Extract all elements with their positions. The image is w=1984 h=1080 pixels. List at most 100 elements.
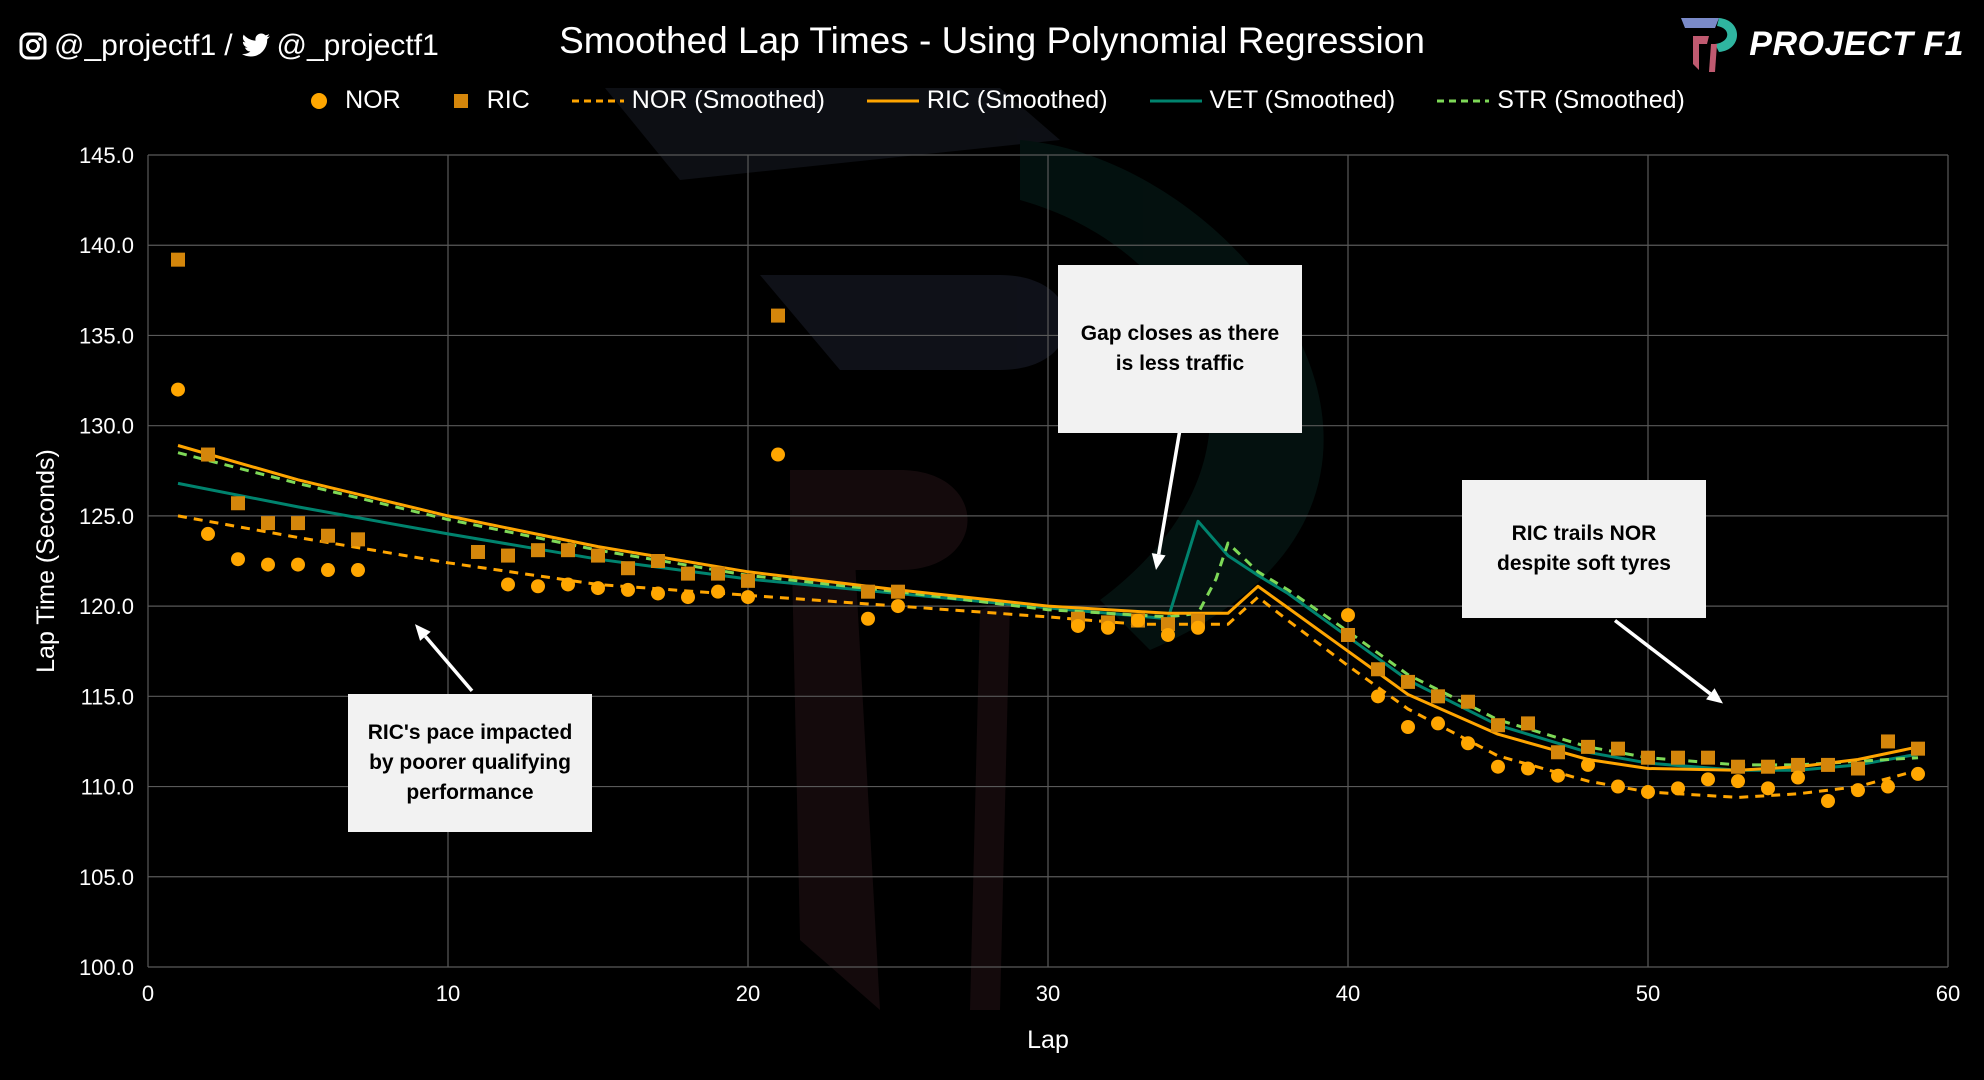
x-axis-label: Lap	[1027, 1026, 1069, 1054]
x-tick-label: 60	[1936, 981, 1960, 1006]
ric-point	[1731, 759, 1745, 774]
legend-marker-nor-smoothed	[571, 99, 624, 102]
ric-point	[291, 516, 305, 531]
ric-point	[231, 496, 245, 511]
ric-point	[471, 544, 485, 559]
y-tick-label: 105.0	[79, 865, 134, 890]
nor-point	[1761, 781, 1775, 796]
annotation-ric-trails-nor: RIC trails NOR despite soft tyres	[1462, 480, 1706, 618]
legend-item-vet-smoothed[interactable]: VET (Smoothed)	[1148, 86, 1396, 115]
nor-point	[771, 447, 785, 462]
brand: PROJECT F1	[1679, 14, 1964, 74]
nor-point	[501, 577, 515, 592]
annotation-arrow-1	[1156, 428, 1182, 555]
nor-point	[1191, 620, 1205, 635]
annotation-arrowhead-2	[1706, 688, 1723, 704]
legend-label-vet-smoothed: VET (Smoothed)	[1209, 86, 1396, 114]
ric-point	[1761, 759, 1775, 774]
ric-point	[771, 308, 785, 323]
ric-point	[861, 584, 875, 599]
ric-point	[261, 516, 275, 531]
social-handles: @_projectf1 / @_projectf1	[18, 26, 439, 66]
legend-marker-nor	[311, 92, 328, 109]
nor-point	[1341, 608, 1355, 623]
x-tick-label: 50	[1636, 981, 1660, 1006]
legend-item-nor[interactable]: NOR	[299, 86, 401, 115]
y-tick-label: 110.0	[81, 775, 134, 800]
ric-point	[1611, 741, 1625, 756]
nor-point	[861, 611, 875, 626]
ric-point	[711, 566, 725, 581]
nor-point	[621, 582, 635, 597]
chart-legend: NOR RIC NOR (Smoothed) RIC (Smoothed) VE…	[0, 86, 1984, 115]
ric-point	[681, 566, 695, 581]
y-tick-label: 125.0	[79, 504, 134, 529]
project-f1-logo-icon	[1681, 18, 1738, 72]
ric-point	[1161, 617, 1175, 632]
twitter-icon	[241, 33, 270, 57]
nor-point	[1671, 781, 1685, 796]
ric-point	[621, 561, 635, 576]
ric-point	[1671, 750, 1685, 765]
x-tick-label: 10	[436, 981, 460, 1006]
legend-item-ric[interactable]: RIC	[441, 86, 530, 115]
legend-item-nor-smoothed[interactable]: NOR (Smoothed)	[570, 86, 825, 115]
nor-point	[351, 563, 365, 578]
legend-label-ric: RIC	[486, 86, 530, 114]
y-tick-label: 115.0	[81, 684, 134, 709]
nor-point	[291, 557, 305, 572]
ric-point	[561, 543, 575, 558]
instagram-handle[interactable]: @_projectf1	[54, 29, 217, 62]
legend-item-str-smoothed[interactable]: STR (Smoothed)	[1435, 86, 1685, 115]
ric-point	[1491, 718, 1505, 733]
ric-point	[651, 554, 665, 568]
nor-point	[321, 563, 335, 578]
nor-point	[261, 557, 275, 572]
ric-point	[1911, 741, 1925, 756]
instagram-icon	[19, 32, 47, 60]
legend-marker-ric-smoothed	[866, 99, 919, 102]
nor-point	[1881, 779, 1895, 794]
ric-point	[1371, 662, 1385, 677]
y-tick-label: 130.0	[79, 414, 134, 439]
annotation-gap-closes: Gap closes as there is less traffic	[1058, 265, 1302, 433]
nor-point	[1131, 613, 1145, 628]
ric-point	[1851, 761, 1865, 776]
nor-point	[1461, 736, 1475, 751]
ric-point	[321, 528, 335, 543]
nor-point	[1821, 793, 1835, 808]
nor-point	[1161, 627, 1175, 642]
ric-point	[501, 548, 515, 563]
y-tick-label: 120.0	[79, 594, 134, 619]
ric-point	[531, 543, 545, 558]
ric-point	[1791, 757, 1805, 772]
ric-point	[1881, 734, 1895, 749]
nor-point	[1431, 716, 1445, 731]
series-line-ric-smoothed	[177, 444, 1919, 772]
annotation-ric-qualifying: RIC's pace impacted by poorer qualifying…	[348, 694, 592, 832]
legend-label-nor-smoothed: NOR (Smoothed)	[631, 86, 825, 114]
annotation-arrow-2	[1613, 619, 1712, 696]
nor-point	[171, 382, 185, 397]
ric-point	[1821, 757, 1835, 772]
nor-point	[651, 586, 665, 601]
nor-point	[1551, 768, 1565, 783]
annotation-arrowhead-3	[415, 624, 431, 641]
nor-point	[1071, 618, 1085, 633]
nor-point	[711, 584, 725, 599]
annotation-arrow-3	[424, 635, 474, 693]
nor-point	[1731, 774, 1745, 789]
nor-point	[1101, 620, 1115, 635]
ric-point	[1461, 694, 1475, 709]
legend-item-ric-smoothed[interactable]: RIC (Smoothed)	[865, 86, 1108, 115]
y-tick-label: 135.0	[79, 323, 134, 348]
legend-marker-ric	[453, 93, 468, 108]
x-tick-label: 20	[736, 981, 760, 1006]
annotation-arrowhead-1	[1151, 553, 1166, 571]
ric-point	[1641, 750, 1655, 765]
y-axis-label: Lap Time (Seconds)	[32, 449, 60, 673]
handle-separator: /	[224, 29, 233, 62]
ric-point	[1701, 750, 1715, 765]
twitter-handle[interactable]: @_projectf1	[276, 29, 439, 62]
